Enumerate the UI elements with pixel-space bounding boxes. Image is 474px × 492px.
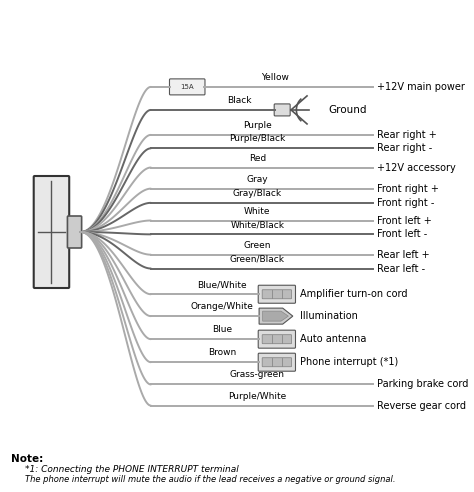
Text: Orange/White: Orange/White: [191, 302, 253, 311]
Text: Green/Black: Green/Black: [230, 254, 285, 264]
Text: Front right -: Front right -: [377, 198, 435, 208]
Text: Rear right +: Rear right +: [377, 130, 437, 140]
Text: Note:: Note:: [10, 454, 43, 464]
Text: Yellow: Yellow: [261, 73, 289, 82]
Polygon shape: [263, 311, 288, 321]
FancyBboxPatch shape: [170, 79, 205, 95]
Text: Blue: Blue: [212, 325, 232, 334]
FancyBboxPatch shape: [34, 176, 69, 288]
Text: Rear left -: Rear left -: [377, 264, 425, 274]
Text: White/Black: White/Black: [230, 220, 284, 229]
Text: Green: Green: [244, 241, 271, 249]
Text: Black: Black: [228, 96, 252, 105]
Text: The phone interrupt will mute the audio if the lead receives a negative or groun: The phone interrupt will mute the audio …: [25, 475, 395, 484]
Text: *1: Connecting the PHONE INTERRUPT terminal: *1: Connecting the PHONE INTERRUPT termi…: [25, 465, 238, 474]
Polygon shape: [259, 308, 293, 324]
FancyBboxPatch shape: [258, 330, 295, 348]
Text: Purple: Purple: [243, 121, 272, 130]
Text: Illumination: Illumination: [300, 311, 358, 321]
Text: Rear left +: Rear left +: [377, 249, 430, 260]
Text: Gray: Gray: [246, 175, 268, 184]
Text: Gray/Black: Gray/Black: [233, 189, 282, 198]
Text: Parking brake cord: Parking brake cord: [377, 379, 468, 390]
Text: Reverse gear cord: Reverse gear cord: [377, 400, 466, 411]
FancyBboxPatch shape: [262, 290, 292, 299]
Text: Grass-green: Grass-green: [230, 370, 285, 379]
FancyBboxPatch shape: [262, 335, 292, 344]
Text: Phone interrupt (*1): Phone interrupt (*1): [300, 357, 398, 367]
Text: Brown: Brown: [208, 348, 236, 357]
FancyBboxPatch shape: [262, 358, 292, 367]
FancyBboxPatch shape: [67, 216, 82, 248]
FancyBboxPatch shape: [258, 285, 295, 303]
Text: Purple/White: Purple/White: [228, 392, 286, 400]
Text: Auto antenna: Auto antenna: [300, 334, 366, 344]
Text: +12V accessory: +12V accessory: [377, 162, 456, 173]
Text: Blue/White: Blue/White: [197, 280, 246, 289]
Text: Ground: Ground: [328, 105, 367, 115]
Text: Purple/Black: Purple/Black: [229, 134, 285, 143]
Text: Front left +: Front left +: [377, 215, 432, 225]
Text: Rear right -: Rear right -: [377, 143, 432, 154]
Text: Red: Red: [249, 154, 266, 162]
Text: +12V main power: +12V main power: [377, 82, 465, 92]
Text: 15A: 15A: [181, 84, 194, 90]
Text: Front left -: Front left -: [377, 229, 428, 239]
Text: White: White: [244, 207, 271, 215]
Text: Front right +: Front right +: [377, 184, 439, 194]
FancyBboxPatch shape: [258, 353, 295, 371]
FancyBboxPatch shape: [274, 104, 290, 116]
Text: Amplifier turn-on cord: Amplifier turn-on cord: [300, 289, 408, 299]
